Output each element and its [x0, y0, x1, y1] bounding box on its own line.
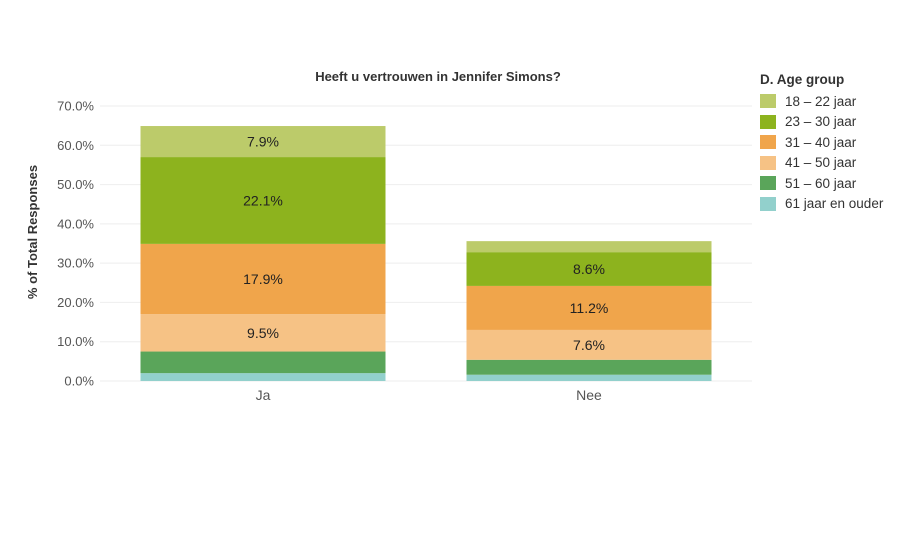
y-axis-ticks: 70.0% 60.0% 50.0% 40.0% 30.0% 20.0% 10.0% 0.0%	[57, 99, 94, 389]
legend-title: D. Age group	[760, 72, 845, 87]
legend-item: 41 – 50 jaar	[760, 153, 883, 174]
legend-item: 31 – 40 jaar	[760, 132, 883, 153]
legend-label: 31 – 40 jaar	[785, 134, 857, 150]
bar-segment	[466, 241, 712, 253]
data-label: 8.6%	[573, 261, 605, 277]
legend-label: 41 – 50 jaar	[785, 155, 857, 171]
legend-swatch	[760, 155, 776, 170]
bar-segment	[140, 243, 386, 315]
y-tick-label: 10.0%	[57, 334, 94, 349]
bar-segment	[466, 285, 712, 330]
legend-items: 18 – 22 jaar 23 – 30 jaar 31 – 40 jaar 41 –…	[760, 91, 883, 214]
chart-title: Heeft u vertrouwen in Jennifer Simons?	[315, 69, 561, 84]
y-axis-label: % of Total Responses	[25, 165, 40, 299]
bar-segment	[466, 359, 712, 375]
legend-swatch	[760, 196, 776, 211]
bar-segment	[140, 157, 386, 244]
legend-label: 18 – 22 jaar	[785, 93, 857, 109]
legend-item: 51 – 60 jaar	[760, 173, 883, 194]
legend-item: 61 jaar en ouder	[760, 194, 883, 215]
y-tick-label: 20.0%	[57, 295, 94, 310]
data-label: 9.5%	[247, 325, 279, 341]
legend-swatch	[760, 94, 776, 109]
x-tick-label: Nee	[576, 387, 602, 403]
legend-label: 61 jaar en ouder	[785, 196, 884, 212]
bar-segment	[140, 126, 386, 158]
legend-swatch	[760, 114, 776, 129]
bar-segment	[140, 314, 386, 352]
data-label: 11.2%	[570, 300, 609, 316]
bar-segment	[466, 374, 712, 381]
bar-segment	[140, 373, 386, 381]
legend: D. Age group 18 – 22 jaar 23 – 30 jaar 31 …	[760, 72, 883, 214]
legend-swatch	[760, 135, 776, 150]
legend-item: 18 – 22 jaar	[760, 91, 883, 112]
legend-item: 23 – 30 jaar	[760, 112, 883, 133]
y-tick-label: 30.0%	[57, 256, 94, 271]
legend-label: 23 – 30 jaar	[785, 114, 857, 130]
data-label: 7.9%	[247, 134, 279, 150]
y-tick-label: 50.0%	[57, 177, 94, 192]
data-label: 17.9%	[243, 271, 283, 287]
y-tick-label: 70.0%	[57, 99, 94, 114]
bar-stacks: 9.5% 17.9% 22.1% 7.9% 7.6% 11.2% 8.6%	[140, 126, 712, 381]
bar-segment	[466, 329, 712, 360]
bar-segment	[140, 351, 386, 374]
legend-label: 51 – 60 jaar	[785, 175, 857, 191]
x-tick-label: Ja	[256, 387, 271, 403]
x-axis-categories: Ja Nee	[256, 387, 602, 403]
bar-segment	[466, 252, 712, 286]
y-tick-label: 60.0%	[57, 138, 94, 153]
data-label: 7.6%	[573, 337, 605, 353]
y-tick-label: 40.0%	[57, 216, 94, 231]
y-tick-label: 0.0%	[64, 374, 94, 389]
legend-swatch	[760, 176, 776, 191]
data-label: 22.1%	[243, 192, 283, 208]
